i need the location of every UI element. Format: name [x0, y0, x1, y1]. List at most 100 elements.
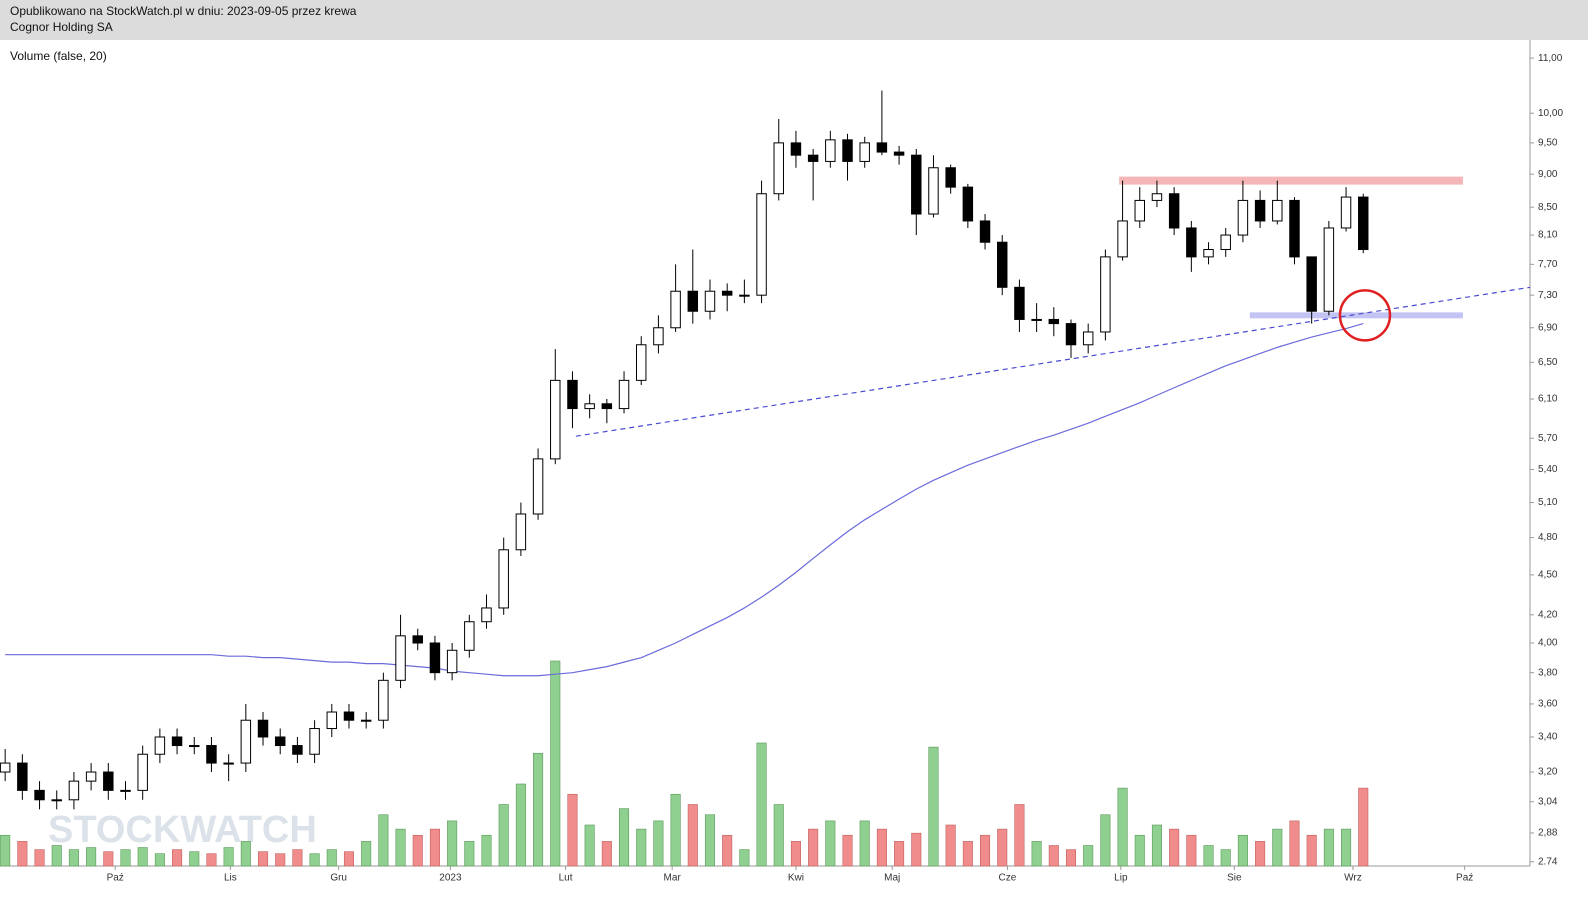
volume-bar	[842, 834, 853, 867]
volume-bar	[343, 851, 355, 867]
volume-bar	[17, 841, 28, 867]
volume-bar	[1323, 828, 1334, 867]
volume-bar	[1169, 828, 1180, 867]
y-tick-label: 3,04	[1538, 796, 1558, 807]
y-tick-label: 8,50	[1538, 202, 1558, 213]
candle-body	[1014, 286, 1025, 320]
y-tick-label: 4,80	[1538, 532, 1558, 543]
x-tick-label: Lip	[1114, 873, 1128, 884]
volume-bar	[1100, 814, 1111, 867]
x-tick-label: Lut	[559, 873, 573, 884]
candle-body	[790, 142, 802, 156]
x-tick-label: Paź	[1456, 873, 1473, 884]
candle-body	[928, 167, 939, 215]
candle-body	[1254, 199, 1266, 222]
volume-bar	[292, 849, 303, 867]
candle-body	[1082, 331, 1094, 346]
volume-bar	[137, 847, 148, 867]
candle-body	[274, 736, 286, 747]
volume-bar	[1014, 804, 1025, 867]
candle-body	[1151, 193, 1163, 201]
y-tick-label: 6,50	[1538, 357, 1558, 368]
candle-body	[103, 771, 114, 791]
volume-bar	[756, 742, 767, 867]
volume-bar	[223, 847, 234, 867]
candle-body	[120, 789, 131, 792]
candle-body	[446, 649, 458, 674]
candle-body	[1031, 318, 1042, 321]
candle-body	[842, 139, 853, 162]
x-tick-label: Maj	[884, 873, 900, 884]
y-tick-label: 10,00	[1538, 108, 1563, 119]
volume-bar	[533, 752, 544, 867]
candle-body	[1065, 323, 1077, 346]
candle-body	[292, 745, 303, 755]
x-tick-label: Wrz	[1344, 873, 1362, 884]
y-tick-label: 9,50	[1538, 138, 1558, 149]
volume-bar	[447, 820, 458, 867]
candle-body	[326, 711, 338, 730]
header-band	[0, 0, 1588, 40]
y-tick-label: 3,60	[1538, 699, 1558, 710]
x-tick-label: Mar	[664, 873, 682, 884]
candle-body	[378, 679, 389, 721]
volume-bar	[326, 849, 337, 867]
volume-bar	[86, 847, 97, 867]
volume-bar	[68, 849, 79, 867]
candle-body	[567, 379, 578, 410]
volume-bar	[0, 834, 11, 867]
x-tick-label: Cze	[998, 873, 1016, 884]
y-tick-label: 3,80	[1538, 667, 1558, 678]
candle-body	[1186, 227, 1197, 258]
volume-bar	[704, 814, 716, 867]
volume-bar	[498, 804, 509, 867]
volume-bar	[1186, 834, 1197, 867]
volume-bar	[257, 851, 269, 867]
candle-body	[1272, 199, 1283, 222]
volume-bar	[980, 834, 991, 867]
candle-body	[532, 458, 544, 515]
volume-bar	[412, 834, 423, 867]
volume-bar	[1083, 845, 1094, 867]
y-tick-label: 3,20	[1538, 767, 1558, 778]
volume-bar	[619, 808, 630, 867]
volume-bar	[172, 849, 183, 867]
volume-bar	[808, 828, 819, 867]
candle-body	[704, 290, 716, 312]
candle-body	[584, 403, 595, 410]
candle-body	[1117, 220, 1128, 258]
candle-body	[1100, 256, 1111, 333]
candle-body	[1340, 196, 1352, 229]
candle-body	[739, 294, 750, 297]
candle-body	[223, 762, 234, 765]
candle-body	[1203, 249, 1214, 258]
volume-bar	[687, 804, 698, 867]
volume-bar	[429, 828, 440, 867]
volume-bar	[275, 853, 286, 867]
volume-bar	[997, 828, 1008, 867]
candle-body	[979, 220, 991, 243]
y-tick-label: 2.74	[1538, 856, 1558, 867]
candle-body	[85, 771, 97, 782]
volume-bar	[378, 814, 389, 867]
volume-bar	[790, 841, 801, 867]
volume-bar	[859, 820, 870, 867]
support-band	[1249, 312, 1463, 319]
volume-bar	[1358, 787, 1369, 867]
volume-bar	[636, 828, 647, 867]
volume-bar	[206, 853, 217, 867]
volume-bar	[34, 849, 45, 867]
volume-bar	[894, 841, 905, 867]
candle-body	[429, 642, 441, 674]
candle-body	[653, 327, 664, 346]
y-tick-label: 4,20	[1538, 609, 1558, 620]
candle-body	[395, 635, 406, 681]
volume-bar	[1220, 849, 1231, 867]
candle-body	[171, 736, 183, 747]
candle-body	[635, 344, 647, 381]
volume-bar	[567, 793, 578, 867]
volume-bar	[1341, 828, 1352, 867]
candle-body	[412, 635, 423, 644]
